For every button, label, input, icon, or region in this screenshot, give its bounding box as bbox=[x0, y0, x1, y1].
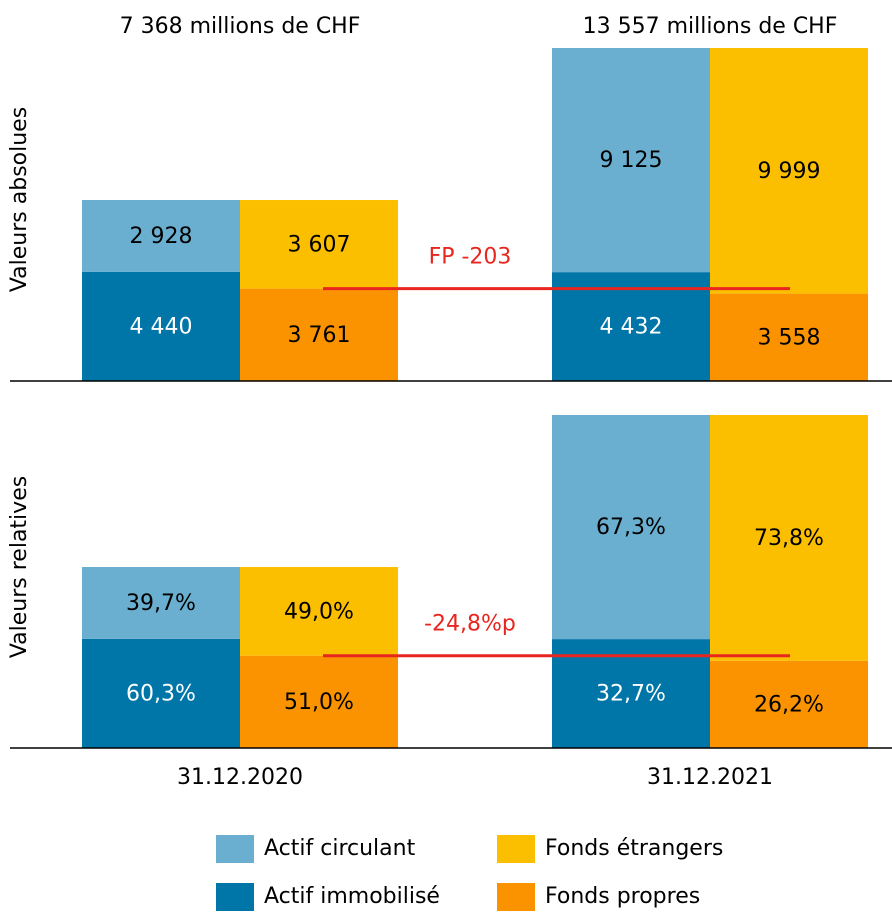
legend-label: Actif circulant bbox=[264, 836, 416, 861]
legend-swatch bbox=[497, 883, 535, 911]
bar-segment bbox=[82, 638, 240, 748]
value-label: 9 999 bbox=[758, 159, 821, 184]
value-label: 32,7% bbox=[596, 682, 666, 707]
bar-segment bbox=[710, 48, 868, 294]
value-label: 73,8% bbox=[754, 526, 824, 551]
bar-segment bbox=[710, 660, 868, 748]
value-label: 60,3% bbox=[126, 681, 196, 706]
value-label: 4 440 bbox=[130, 314, 193, 339]
bar-segment bbox=[710, 415, 868, 661]
value-label: 4 432 bbox=[600, 315, 663, 340]
bar-segment bbox=[240, 288, 398, 381]
annotation: -24,8%p bbox=[424, 612, 516, 637]
legend-label: Actif immobilisé bbox=[264, 884, 440, 909]
legend-swatch bbox=[216, 883, 254, 911]
annotation: FP -203 bbox=[429, 245, 512, 270]
legend-swatch bbox=[497, 835, 535, 863]
bar-segment bbox=[240, 567, 398, 656]
y-axis-label: Valeurs absolues bbox=[7, 107, 32, 292]
bar-segment bbox=[82, 567, 240, 639]
value-label: 26,2% bbox=[754, 692, 824, 717]
total-label: 13 557 millions de CHF bbox=[583, 14, 838, 39]
x-tick-label: 31.12.2020 bbox=[177, 765, 303, 790]
value-label: 3 761 bbox=[288, 323, 351, 348]
bar-segment bbox=[82, 200, 240, 272]
value-label: 3 558 bbox=[758, 325, 821, 350]
bar-segment bbox=[552, 48, 710, 273]
bar-segment bbox=[240, 655, 398, 748]
legend-label: Fonds étrangers bbox=[545, 836, 723, 861]
bar-segment bbox=[552, 415, 710, 640]
value-label: 9 125 bbox=[600, 148, 663, 173]
bar-segment bbox=[552, 639, 710, 748]
total-label: 7 368 millions de CHF bbox=[120, 14, 361, 39]
value-label: 51,0% bbox=[284, 690, 354, 715]
x-tick-label: 31.12.2021 bbox=[647, 765, 773, 790]
value-label: 67,3% bbox=[596, 515, 666, 540]
value-label: 3 607 bbox=[288, 232, 351, 257]
value-label: 39,7% bbox=[126, 591, 196, 616]
bar-segment bbox=[552, 272, 710, 381]
legend-label: Fonds propres bbox=[545, 884, 700, 909]
bar-segment bbox=[82, 271, 240, 381]
value-label: 49,0% bbox=[284, 599, 354, 624]
bar-segment bbox=[240, 200, 398, 289]
y-axis-label: Valeurs relatives bbox=[7, 476, 32, 658]
bar-segment bbox=[710, 293, 868, 381]
legend-swatch bbox=[216, 835, 254, 863]
value-label: 2 928 bbox=[130, 224, 193, 249]
